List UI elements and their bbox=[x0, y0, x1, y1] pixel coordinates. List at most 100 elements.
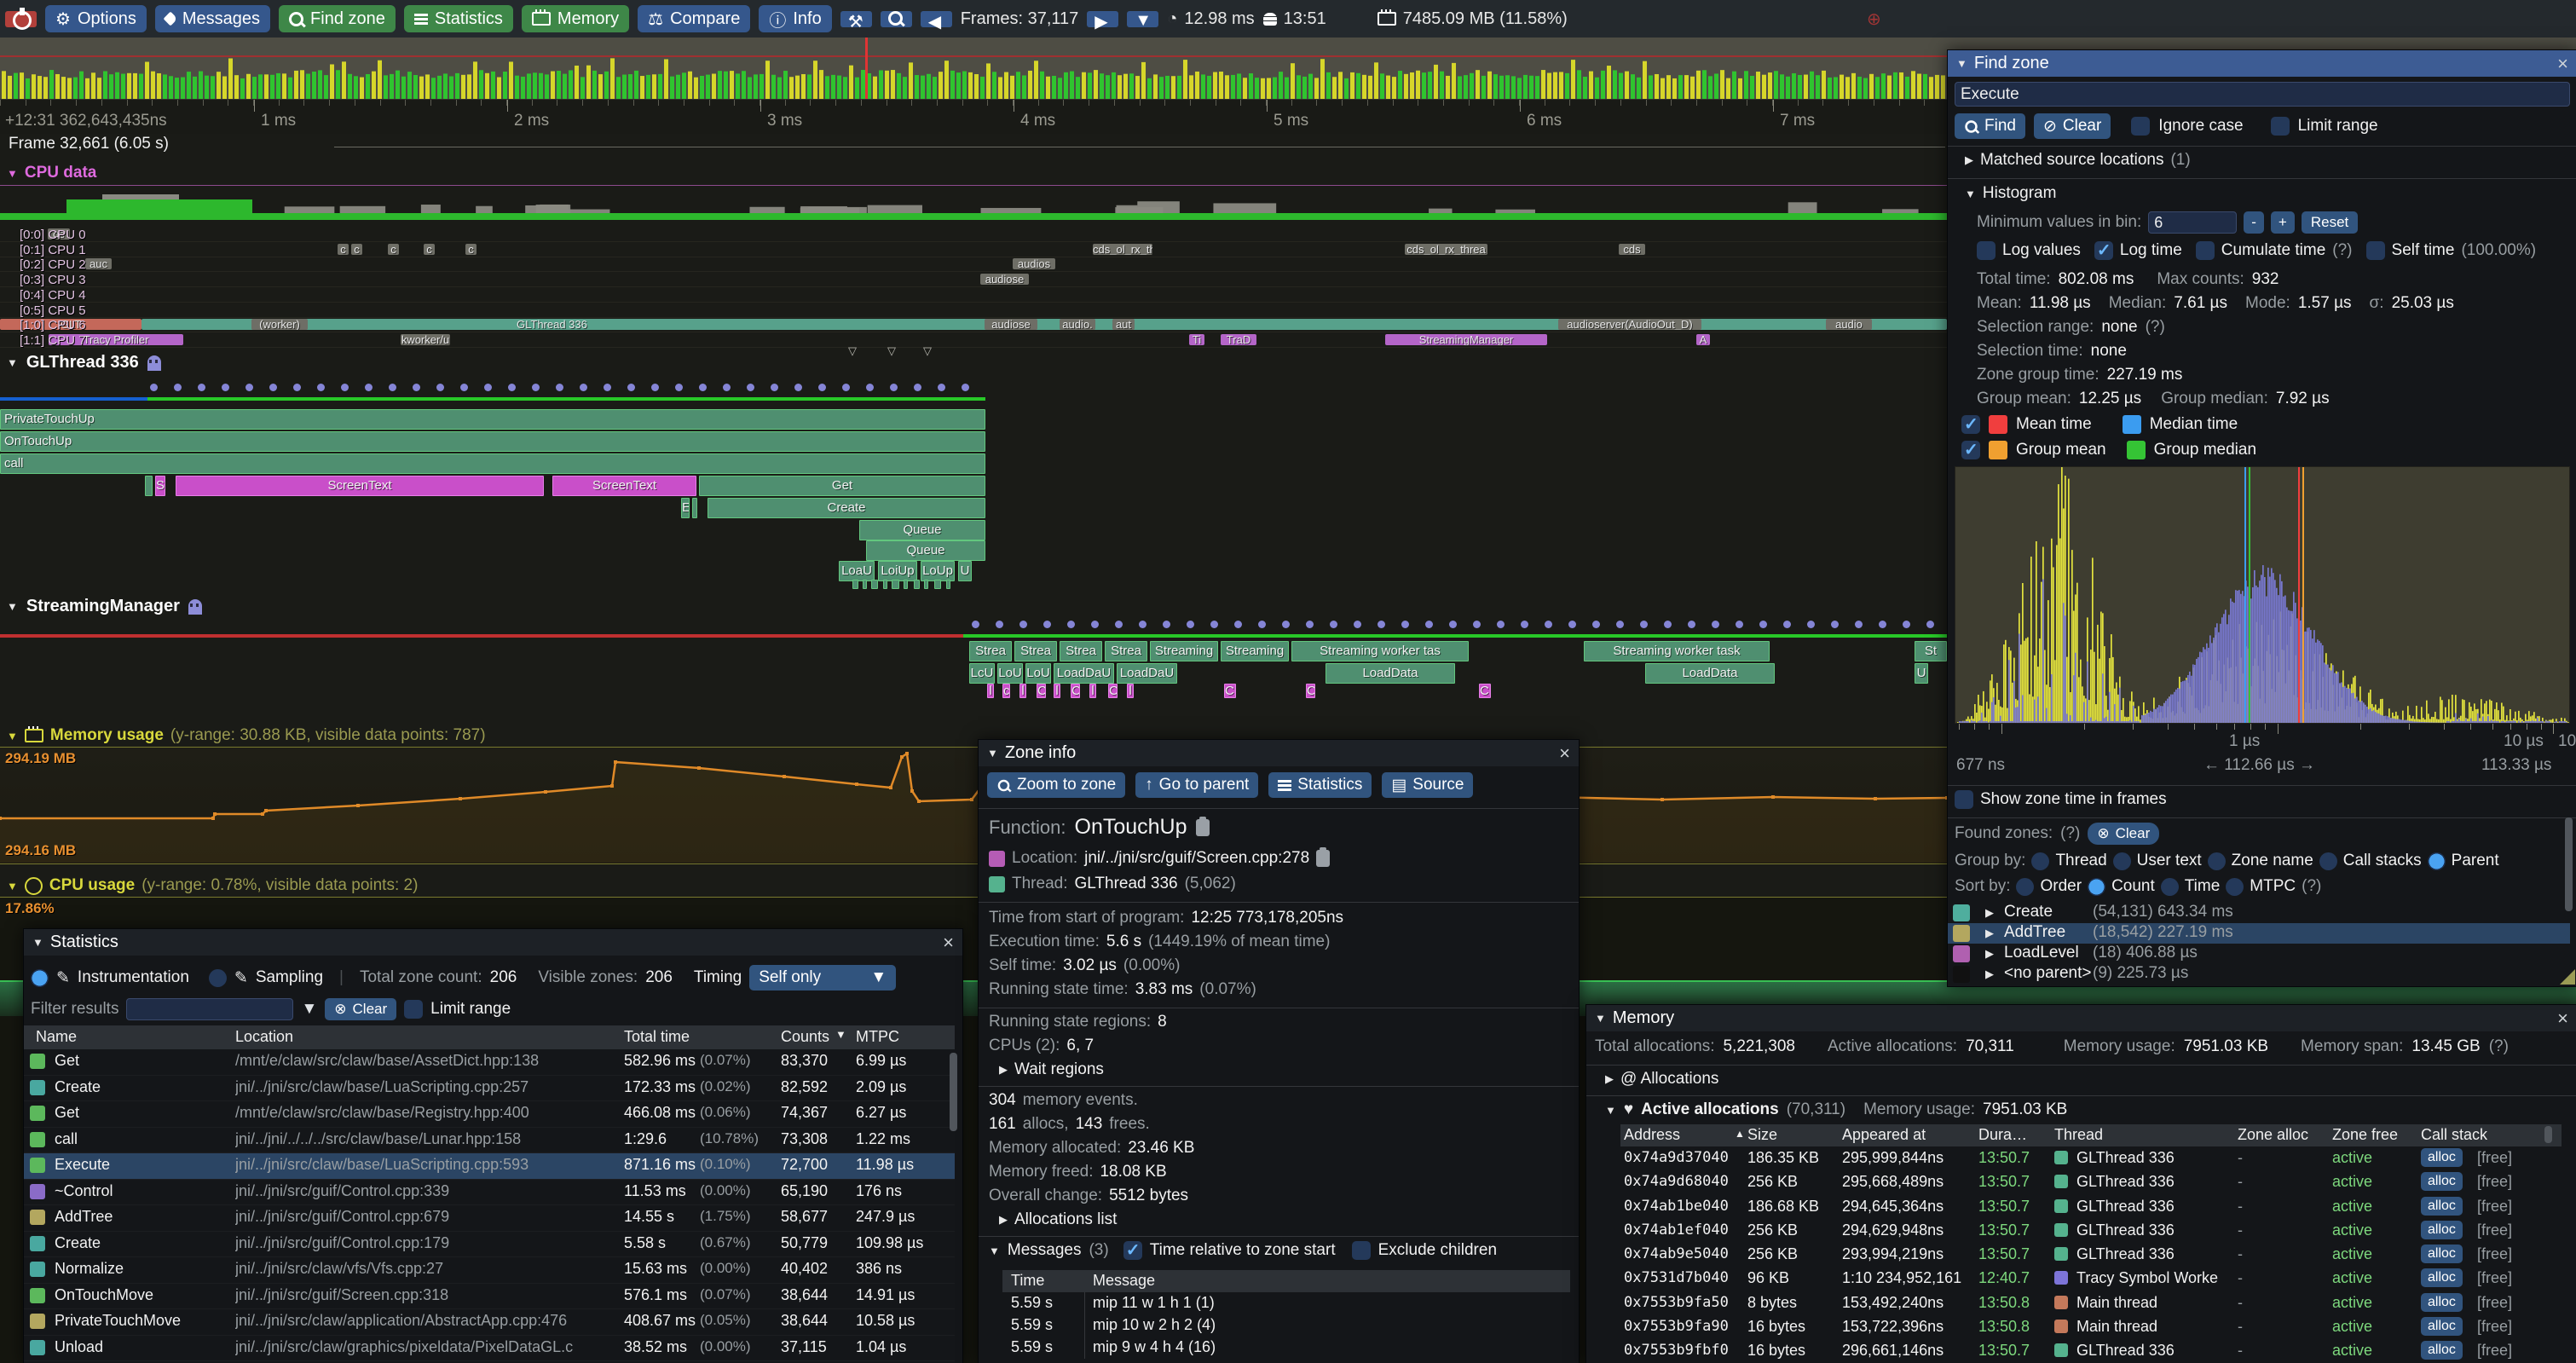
message-dot[interactable] bbox=[1187, 621, 1194, 628]
message-row[interactable]: 5.59 s mip 9 w 4 h 4 (16) bbox=[1002, 1337, 1570, 1359]
timeline-zone[interactable]: Strea bbox=[969, 641, 1012, 661]
time-relative-checkbox[interactable] bbox=[1123, 1239, 1142, 1261]
group-usertext-radio[interactable] bbox=[2112, 852, 2131, 870]
message-dot[interactable] bbox=[365, 384, 373, 391]
message-dot[interactable] bbox=[508, 384, 516, 391]
find-button[interactable]: Find bbox=[1955, 113, 2025, 139]
message-dot[interactable] bbox=[842, 384, 850, 391]
timeline-zone[interactable]: Streaming worker task bbox=[1584, 641, 1770, 661]
cpu-zone-segment[interactable]: kworker/u bbox=[401, 333, 450, 345]
alloc-callstack-button[interactable]: alloc bbox=[2421, 1268, 2463, 1288]
memory-plot-header[interactable]: ▼ Memory usage (y-range: 30.88 KB, visib… bbox=[7, 726, 486, 744]
memory-button[interactable]: Memory bbox=[521, 5, 630, 32]
min-bin-plus-button[interactable]: + bbox=[2270, 211, 2295, 234]
message-dot[interactable] bbox=[1855, 621, 1863, 628]
frame-dropdown-button[interactable]: ▼ bbox=[1127, 10, 1159, 30]
message-dot[interactable] bbox=[1425, 621, 1433, 628]
table-row[interactable]: PrivateTouchMove jni/../jni/src/claw/app… bbox=[24, 1309, 955, 1336]
table-row[interactable]: Get /mnt/e/claw/src/claw/base/Registry.h… bbox=[24, 1101, 955, 1128]
resize-grip[interactable] bbox=[2560, 969, 2575, 985]
timeline-zone[interactable]: call bbox=[0, 453, 985, 474]
timeline-zone[interactable] bbox=[914, 580, 920, 589]
message-dot[interactable] bbox=[1759, 621, 1767, 628]
timeline-zone[interactable]: LoiUp bbox=[878, 561, 917, 581]
statistics-table-header[interactable]: Name Location Total time Counts ▼ MTPC bbox=[24, 1025, 955, 1049]
clear-filter-button[interactable]: ⊗ Clear bbox=[325, 998, 397, 1020]
message-dot[interactable] bbox=[293, 384, 301, 391]
message-dot[interactable] bbox=[1807, 621, 1815, 628]
table-row[interactable]: Get /mnt/e/claw/src/claw/base/AssetDict.… bbox=[24, 1049, 955, 1076]
zoom-tool-button[interactable] bbox=[880, 10, 912, 27]
cpu-zone-segment[interactable]: StreamingManager bbox=[1385, 333, 1547, 345]
statistics-button[interactable]: Statistics bbox=[403, 5, 513, 32]
mean-time-checkbox[interactable] bbox=[1961, 413, 1980, 435]
table-row[interactable]: Create jni/../jni/src/claw/base/LuaScrip… bbox=[24, 1076, 955, 1101]
log-values-checkbox[interactable] bbox=[1977, 241, 1996, 260]
timeline-zone[interactable]: Strea bbox=[1014, 641, 1057, 661]
timeline-zone[interactable]: l bbox=[1127, 684, 1134, 698]
message-dot[interactable] bbox=[1163, 621, 1170, 628]
alloc-callstack-button[interactable]: alloc bbox=[2421, 1196, 2463, 1216]
sort-count-radio[interactable] bbox=[2088, 877, 2106, 896]
timeline-zone[interactable]: Queue bbox=[866, 540, 985, 561]
table-row[interactable]: Normalize jni/../jni/src/claw/vfs/Vfs.cp… bbox=[24, 1257, 955, 1284]
reset-button[interactable]: Reset bbox=[2301, 211, 2359, 234]
message-dot[interactable] bbox=[1568, 621, 1576, 628]
message-dot[interactable] bbox=[794, 384, 802, 391]
group-expander[interactable]: ▶ bbox=[1985, 927, 1994, 939]
timeline-zone[interactable]: l bbox=[1089, 684, 1096, 698]
cpu-data-header[interactable]: ▼ CPU data bbox=[7, 164, 97, 182]
group-thread-radio[interactable] bbox=[2031, 852, 2050, 870]
info-button[interactable]: ⓘ Info bbox=[759, 5, 832, 32]
timeline-zone[interactable]: Ci bbox=[1224, 684, 1236, 698]
allocation-row[interactable]: 0x74ab9e5040 256 KB 293,994,219ns 13:50.… bbox=[1620, 1243, 2562, 1267]
zone-info-titlebar[interactable]: ▼ Zone info × bbox=[979, 740, 1579, 766]
alloc-callstack-button[interactable]: alloc bbox=[2421, 1172, 2463, 1192]
cpu-zone-segment[interactable]: cds_ol_rx_thr bbox=[1093, 243, 1152, 255]
message-dot[interactable] bbox=[723, 384, 731, 391]
message-dot[interactable] bbox=[532, 384, 540, 391]
allocation-row[interactable]: 0x74a9d68040 256 KB 295,668,489ns 13:50.… bbox=[1620, 1170, 2562, 1194]
message-dot[interactable] bbox=[1616, 621, 1624, 628]
frame-marker-icon[interactable]: ▽ bbox=[887, 344, 896, 357]
copy-icon[interactable] bbox=[1195, 816, 1210, 836]
message-dot[interactable] bbox=[1091, 621, 1099, 628]
copy-icon[interactable] bbox=[1316, 847, 1331, 867]
matched-locations-expander[interactable]: ▶ Matched source locations (1) bbox=[1965, 151, 2191, 169]
cpu-zone-segment[interactable]: c bbox=[338, 243, 349, 255]
timeline-zone[interactable]: LoU bbox=[997, 663, 1023, 684]
timeline-zone[interactable] bbox=[946, 580, 950, 589]
limit-range-checkbox[interactable] bbox=[404, 1000, 424, 1019]
ignore-case-checkbox[interactable] bbox=[2131, 117, 2151, 136]
next-frame-button[interactable]: ▶ bbox=[1087, 10, 1119, 32]
message-dot[interactable] bbox=[972, 621, 979, 628]
message-dot[interactable] bbox=[675, 384, 683, 391]
timeline-zone[interactable]: C bbox=[1306, 684, 1315, 698]
found-clear-button[interactable]: ⊗ Clear bbox=[2088, 823, 2160, 845]
timeline-zone[interactable]: C bbox=[1037, 684, 1046, 698]
timeline-zone[interactable]: Strea bbox=[1060, 641, 1102, 661]
message-dot[interactable] bbox=[1831, 621, 1839, 628]
timeline-zone[interactable]: Queue bbox=[859, 520, 985, 540]
find-zone-query-input[interactable] bbox=[1955, 82, 2570, 107]
clear-button[interactable]: ⊘ Clear bbox=[2033, 113, 2111, 139]
prev-frame-button[interactable]: ◀ bbox=[920, 10, 952, 32]
timeline-zone[interactable]: Streaming bbox=[1150, 641, 1218, 661]
message-row[interactable]: 5.59 s mip 11 w 1 h 1 (1) bbox=[1002, 1292, 1570, 1314]
zone-statistics-button[interactable]: Statistics bbox=[1268, 772, 1372, 798]
filter-input[interactable] bbox=[126, 998, 294, 1020]
sampling-radio[interactable] bbox=[208, 968, 227, 987]
close-icon[interactable]: × bbox=[1559, 742, 1570, 764]
go-to-parent-button[interactable]: ↑ Go to parent bbox=[1135, 772, 1259, 798]
alloc-callstack-button[interactable]: alloc bbox=[2421, 1341, 2463, 1360]
message-dot[interactable] bbox=[938, 384, 945, 391]
wait-regions-expander[interactable]: ▶ Wait regions bbox=[999, 1060, 1104, 1078]
message-row[interactable]: 5.59 s mip 10 w 2 h 2 (4) bbox=[1002, 1314, 1570, 1337]
timeline-zone[interactable]: LoadDaU bbox=[1117, 663, 1177, 684]
timeline-zone[interactable]: Get bbox=[699, 476, 985, 496]
message-dot[interactable] bbox=[962, 384, 969, 391]
timeline-zone[interactable] bbox=[871, 580, 878, 589]
cpu-zone-segment[interactable]: GLT bbox=[0, 319, 142, 331]
power-button[interactable] bbox=[5, 7, 37, 30]
message-dot[interactable] bbox=[1688, 621, 1695, 628]
